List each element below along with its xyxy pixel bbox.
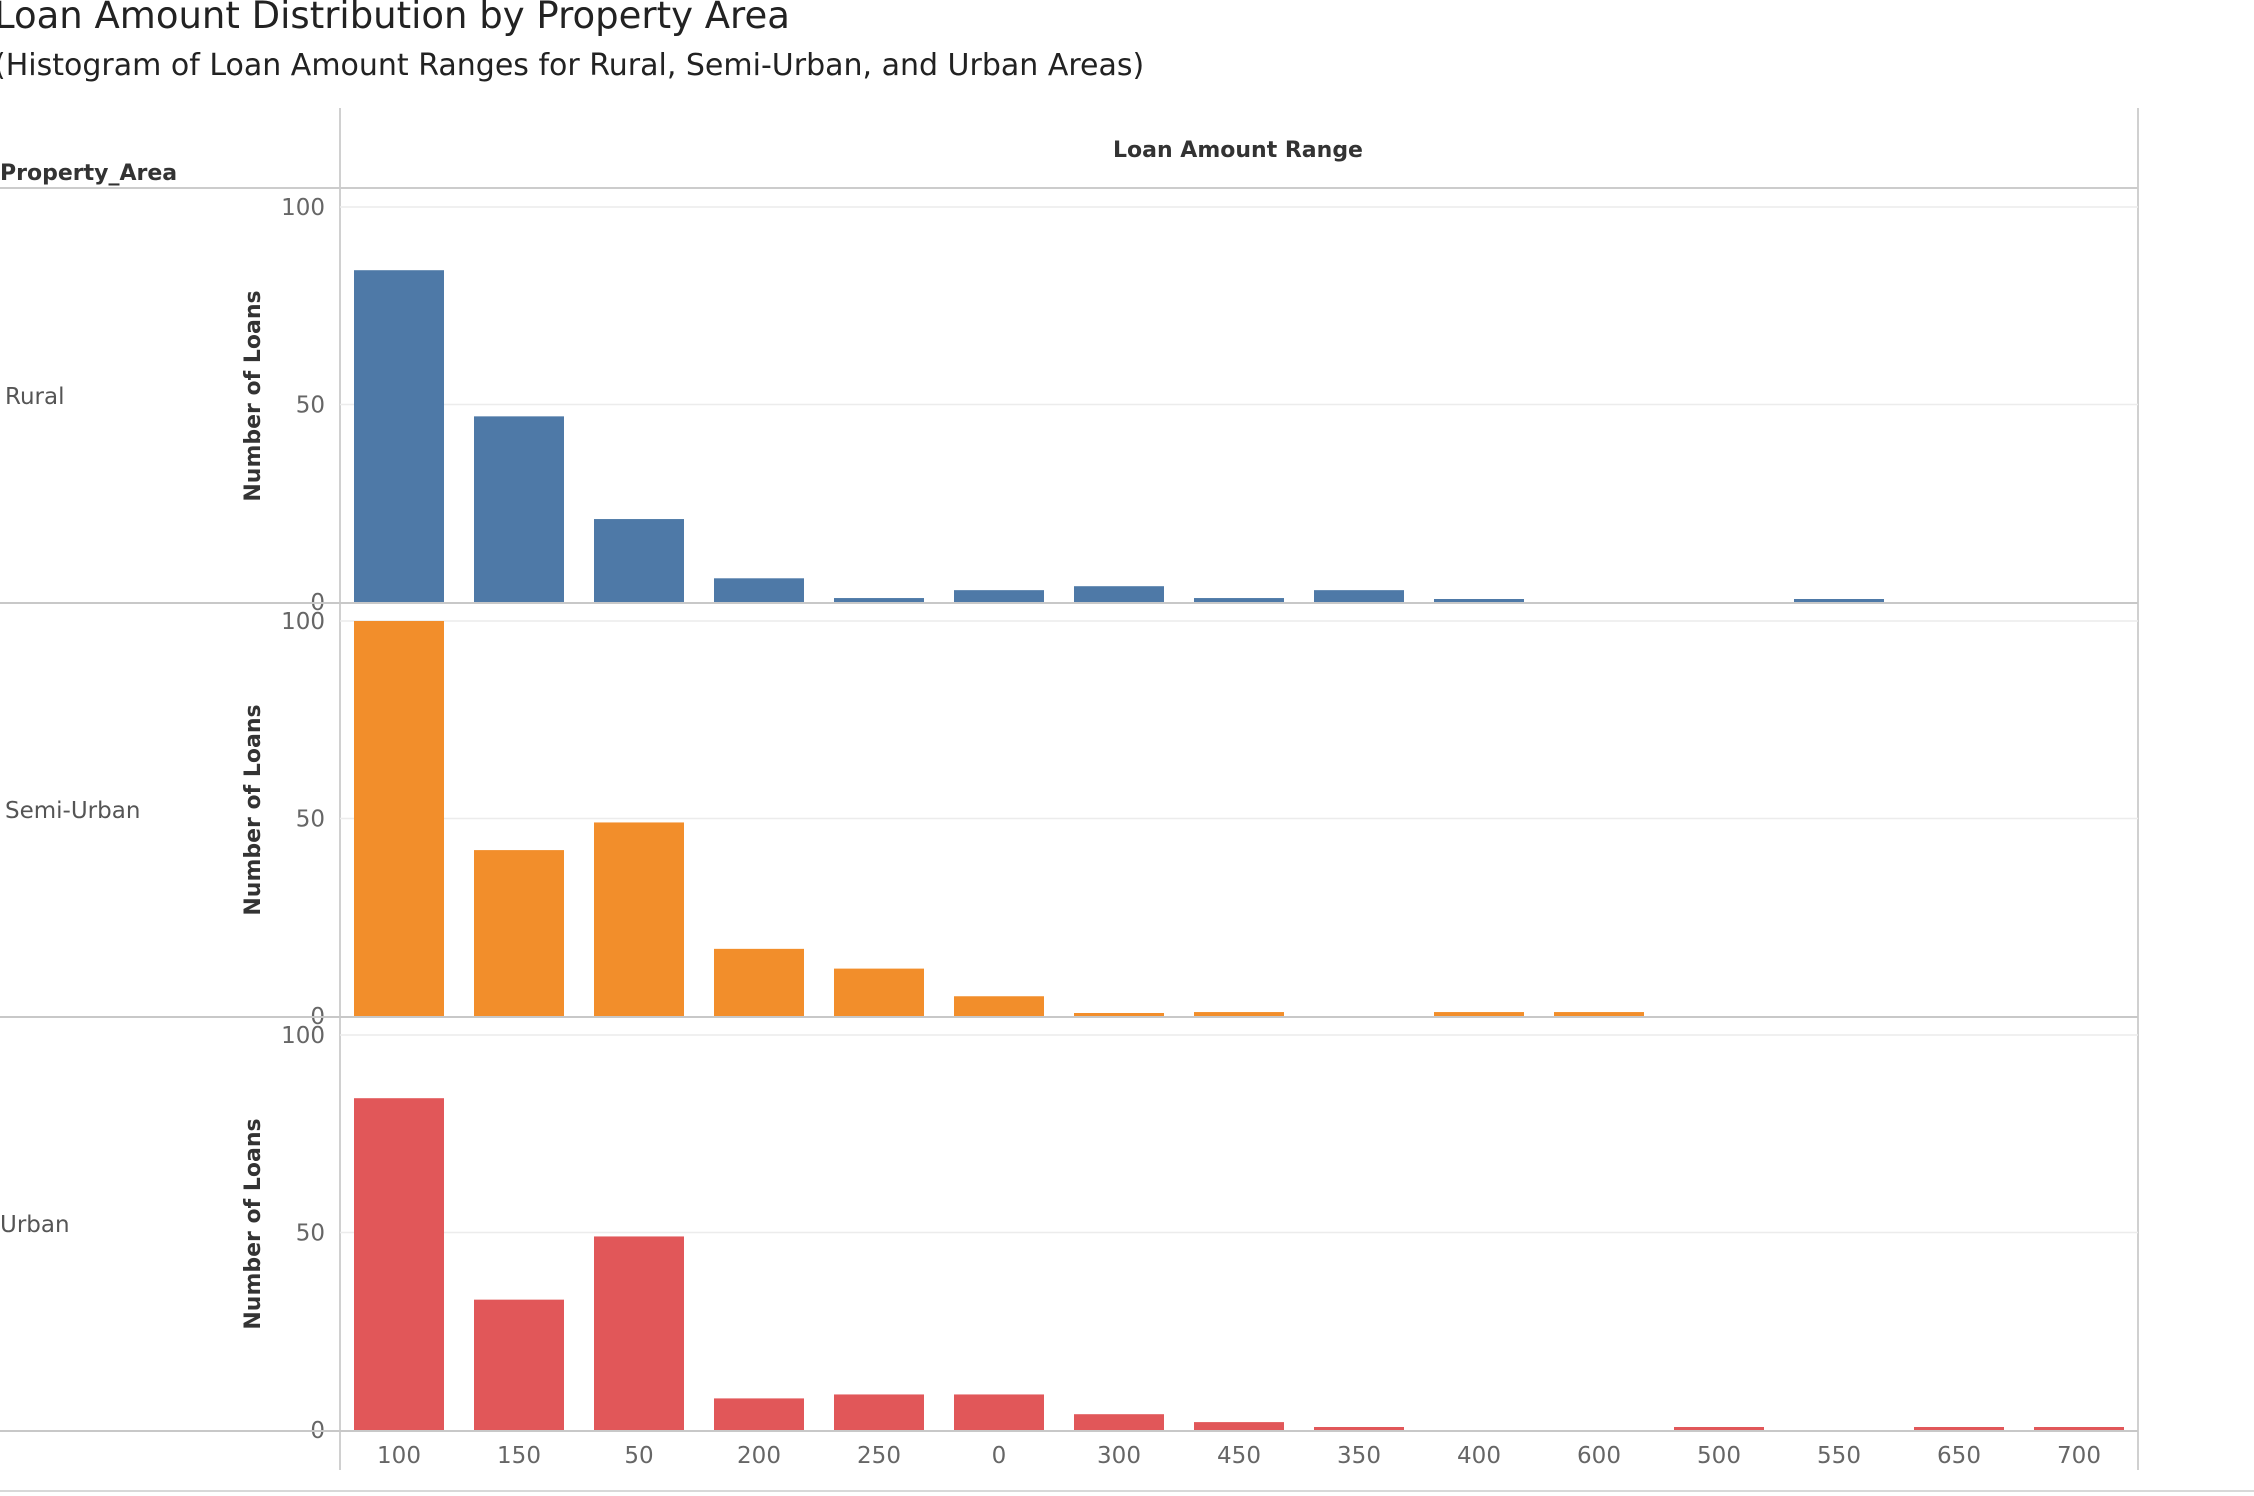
bar-urban-200 xyxy=(714,1398,804,1430)
x-tick-label: 200 xyxy=(737,1443,781,1469)
x-tick-label: 700 xyxy=(2057,1443,2101,1469)
bar-rural-100 xyxy=(354,270,444,602)
y-tick-label: 100 xyxy=(281,195,325,221)
bar-urban-500 xyxy=(1674,1427,1764,1430)
bar-rural-450 xyxy=(1194,598,1284,602)
chart-frame xyxy=(0,108,2254,1492)
y-tick-label: 50 xyxy=(296,807,325,833)
x-tick-label: 450 xyxy=(1217,1443,1261,1469)
bar-urban-50 xyxy=(594,1236,684,1430)
bar-semi-urban-50 xyxy=(594,822,684,1016)
x-tick-label: 400 xyxy=(1457,1443,1501,1469)
bar-semi-urban-250 xyxy=(834,968,924,1016)
y-tick-label: 50 xyxy=(296,393,325,419)
bar-rural-0 xyxy=(954,590,1044,602)
bar-semi-urban-0 xyxy=(954,996,1044,1016)
bar-rural-250 xyxy=(834,598,924,602)
y-tick-label: 50 xyxy=(296,1221,325,1247)
bar-urban-700 xyxy=(2034,1427,2124,1430)
bar-semi-urban-400 xyxy=(1434,1012,1524,1016)
bar-semi-urban-450 xyxy=(1194,1012,1284,1016)
row-label-rural: Rural xyxy=(5,384,64,410)
bar-urban-350 xyxy=(1314,1427,1404,1430)
bar-urban-100 xyxy=(354,1098,444,1430)
y-axis-title: Number of Loans xyxy=(241,704,266,915)
row-label-semi-urban: Semi-Urban xyxy=(5,798,140,824)
y-tick-label: 100 xyxy=(281,1023,325,1049)
bar-semi-urban-200 xyxy=(714,948,804,1016)
x-tick-label: 250 xyxy=(857,1443,901,1469)
y-axis-title: Number of Loans xyxy=(241,1118,266,1329)
row-header: Property_Area xyxy=(0,161,177,186)
column-header: Loan Amount Range xyxy=(1113,138,1363,163)
bar-semi-urban-100 xyxy=(354,621,444,1016)
bar-rural-300 xyxy=(1074,586,1164,602)
bar-urban-300 xyxy=(1074,1414,1164,1430)
x-tick-label: 50 xyxy=(624,1443,653,1469)
row-label-urban: Urban xyxy=(0,1212,70,1238)
y-axis-title: Number of Loans xyxy=(241,290,266,501)
x-tick-label: 350 xyxy=(1337,1443,1381,1469)
chart-subtitle: (Histogram of Loan Amount Ranges for Rur… xyxy=(0,48,1145,83)
bar-rural-550 xyxy=(1794,599,1884,602)
bar-semi-urban-600 xyxy=(1554,1012,1644,1016)
x-tick-label: 550 xyxy=(1817,1443,1861,1469)
chart-title: Loan Amount Distribution by Property Are… xyxy=(0,0,790,37)
bar-rural-150 xyxy=(474,416,564,602)
bar-urban-0 xyxy=(954,1394,1044,1430)
x-tick-label: 100 xyxy=(377,1443,421,1469)
bar-urban-150 xyxy=(474,1299,564,1430)
x-tick-label: 0 xyxy=(992,1443,1007,1469)
x-tick-label: 500 xyxy=(1697,1443,1741,1469)
x-tick-label: 300 xyxy=(1097,1443,1141,1469)
bar-semi-urban-150 xyxy=(474,850,564,1016)
y-tick-label: 100 xyxy=(281,609,325,635)
bar-rural-350 xyxy=(1314,590,1404,602)
x-tick-label: 600 xyxy=(1577,1443,1621,1469)
bar-urban-250 xyxy=(834,1394,924,1430)
bar-rural-50 xyxy=(594,519,684,602)
bar-rural-400 xyxy=(1434,599,1524,602)
x-tick-label: 650 xyxy=(1937,1443,1981,1469)
bar-urban-450 xyxy=(1194,1422,1284,1430)
bar-rural-200 xyxy=(714,578,804,602)
bar-semi-urban-300 xyxy=(1074,1013,1164,1016)
bar-urban-650 xyxy=(1914,1427,2004,1430)
x-tick-label: 150 xyxy=(497,1443,541,1469)
